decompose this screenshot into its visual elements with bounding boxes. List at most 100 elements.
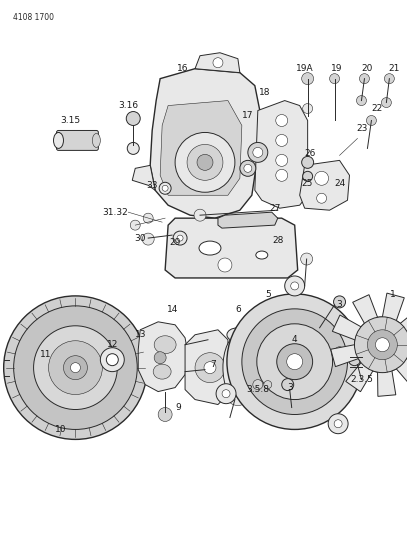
Circle shape [194,209,206,221]
Circle shape [158,408,172,422]
Circle shape [33,326,117,409]
Ellipse shape [230,348,246,387]
Circle shape [154,352,166,364]
Text: 22: 22 [372,104,383,113]
Circle shape [222,390,230,398]
Circle shape [253,148,263,157]
Circle shape [317,193,326,203]
Text: 28: 28 [272,236,284,245]
Text: 17: 17 [242,111,254,120]
Text: 2.3.5: 2.3.5 [350,375,373,384]
Text: 19: 19 [331,64,342,73]
Circle shape [126,111,140,125]
Circle shape [142,233,154,245]
Text: 12: 12 [106,340,118,349]
Text: 30: 30 [135,233,146,243]
Circle shape [357,95,366,106]
Text: 3.5.8: 3.5.8 [246,385,269,394]
Ellipse shape [92,133,100,148]
Ellipse shape [53,133,64,148]
Text: 21: 21 [389,64,400,73]
Circle shape [264,381,272,389]
Circle shape [162,185,168,191]
Text: 24: 24 [334,179,345,188]
Circle shape [197,155,213,171]
Text: 4108 1700: 4108 1700 [13,13,54,22]
Circle shape [49,341,102,394]
Circle shape [334,296,346,308]
Circle shape [276,115,288,126]
Circle shape [248,142,268,163]
Circle shape [276,155,288,166]
Text: 3: 3 [337,301,342,309]
Text: 5: 5 [265,290,271,300]
Circle shape [187,144,223,180]
Text: 3.15: 3.15 [60,116,80,125]
Polygon shape [138,322,188,392]
Text: 33: 33 [146,181,158,190]
Text: 23: 23 [357,124,368,133]
Polygon shape [331,293,408,397]
Circle shape [13,306,137,430]
Circle shape [204,362,216,374]
Circle shape [276,134,288,147]
Circle shape [355,317,408,373]
Polygon shape [185,330,228,405]
Circle shape [213,58,223,68]
Circle shape [282,378,294,391]
Ellipse shape [229,393,247,406]
Text: 6: 6 [235,305,241,314]
Text: 3.16: 3.16 [118,101,138,110]
Circle shape [381,98,391,108]
Circle shape [366,116,377,125]
Circle shape [201,366,209,374]
Text: 16: 16 [177,64,189,73]
Ellipse shape [227,328,249,342]
Circle shape [375,338,389,352]
Circle shape [159,182,171,194]
Circle shape [203,335,213,345]
Text: 25: 25 [301,179,313,188]
Circle shape [175,133,235,192]
Ellipse shape [153,364,171,379]
Polygon shape [299,160,350,210]
Circle shape [106,354,118,366]
Text: 3: 3 [287,383,293,392]
Ellipse shape [199,241,221,255]
Ellipse shape [154,336,176,354]
Circle shape [335,347,344,357]
Circle shape [302,156,314,168]
Text: 11: 11 [40,350,51,359]
Text: 29: 29 [169,238,181,247]
Circle shape [303,103,313,114]
Circle shape [71,362,80,373]
Circle shape [384,74,395,84]
Circle shape [276,169,288,181]
Circle shape [253,379,263,390]
Text: 20: 20 [362,64,373,73]
Circle shape [227,294,362,430]
Circle shape [302,72,314,85]
Text: 31.32: 31.32 [102,208,128,217]
Circle shape [359,74,369,84]
Text: 10: 10 [55,425,66,434]
Circle shape [257,324,333,400]
Text: 4: 4 [292,335,297,344]
Polygon shape [150,69,260,218]
Circle shape [64,356,87,379]
Circle shape [242,309,348,415]
Polygon shape [255,101,308,208]
Circle shape [240,160,256,176]
Circle shape [127,142,139,155]
Text: 9: 9 [175,403,181,412]
Circle shape [330,74,339,84]
Circle shape [291,282,299,290]
Circle shape [348,354,360,366]
Text: 18: 18 [259,88,271,97]
Polygon shape [160,101,242,195]
Circle shape [287,354,303,370]
Circle shape [244,164,252,172]
Circle shape [277,344,313,379]
Circle shape [285,276,305,296]
Circle shape [328,414,348,434]
